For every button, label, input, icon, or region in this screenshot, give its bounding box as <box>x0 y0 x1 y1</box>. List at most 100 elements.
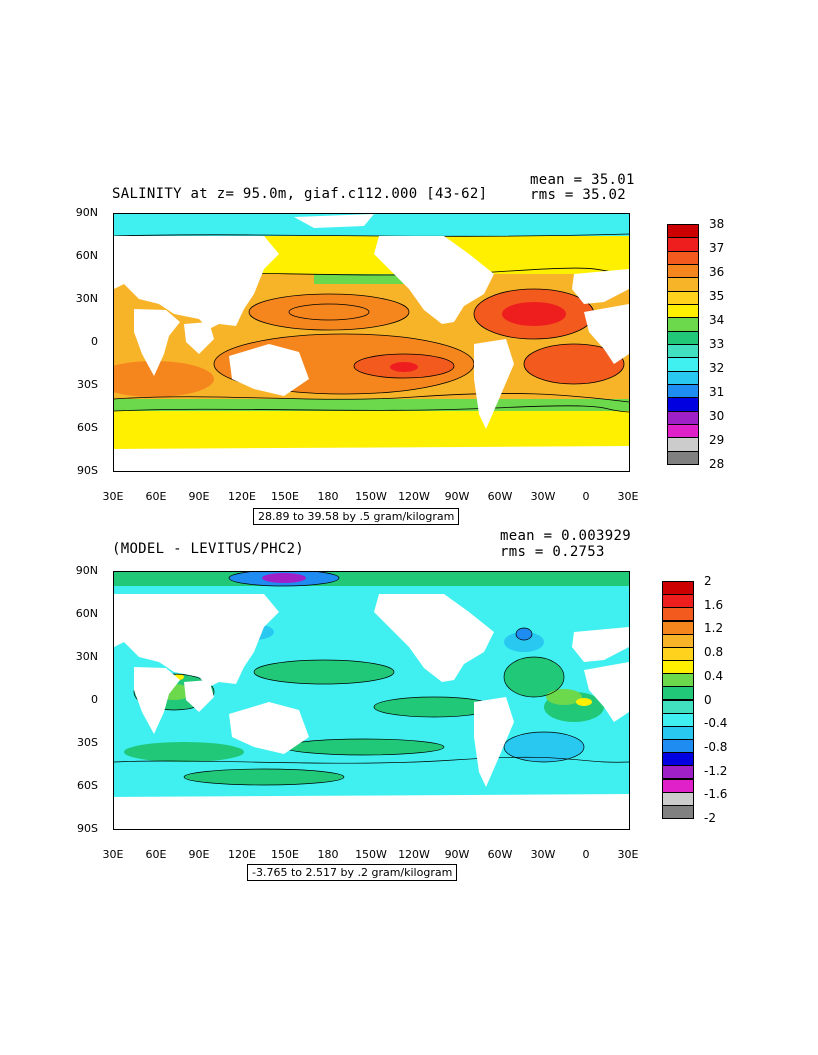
arctic-band <box>114 214 629 236</box>
x-tick-label: 120W <box>398 490 430 503</box>
colorbar-label: 32 <box>709 361 725 375</box>
africa-east <box>134 309 180 376</box>
colorbar-label: 38 <box>709 217 725 231</box>
salinity-map-graphic <box>114 214 629 471</box>
eurasia <box>114 594 279 687</box>
y-tick-label: 30S <box>77 736 98 749</box>
x-tick-label: 90E <box>188 490 210 503</box>
x-tick-label: 60W <box>487 490 513 503</box>
colorbar-swatch <box>667 290 699 305</box>
x-tick-label: 90W <box>444 848 470 861</box>
difference-map-graphic <box>114 572 629 829</box>
colorbar-swatch <box>667 237 699 252</box>
colorbar-swatch <box>662 791 694 806</box>
india <box>184 680 214 712</box>
colorbar-swatch <box>667 344 699 359</box>
colorbar-swatch <box>667 437 699 452</box>
north-pacific-gyre <box>249 294 409 330</box>
x-tick-label: 30W <box>530 848 556 861</box>
x-tick-label: 30E <box>617 490 639 503</box>
colorbar-swatch <box>667 357 699 372</box>
rms-stat: rms = 35.02 <box>530 187 627 203</box>
rms-stat: rms = 0.2753 <box>500 544 605 560</box>
colorbar-label: 35 <box>709 289 725 303</box>
colorbar-swatch <box>662 686 694 701</box>
colorbar-swatch <box>667 450 699 465</box>
x-tick-label: 30E <box>617 848 639 861</box>
x-tick-label: 30E <box>102 490 124 503</box>
colorbar-swatch <box>662 752 694 767</box>
north-pacific-fresh <box>314 274 434 284</box>
arctic-ice <box>294 214 374 228</box>
colorbar-swatch <box>667 330 699 345</box>
x-tick-label: 150W <box>355 490 387 503</box>
x-tick-label: 30W <box>530 490 556 503</box>
x-tick-label: 180 <box>317 490 339 503</box>
colorbar-label: 31 <box>709 385 725 399</box>
y-tick-label: 60S <box>77 779 98 792</box>
colorbar-label: 0 <box>704 692 712 707</box>
colorbar-swatch <box>667 410 699 425</box>
land-masses <box>114 594 629 829</box>
x-tick-label: 120E <box>228 490 256 503</box>
south-america <box>474 697 514 787</box>
colorbar-swatch <box>667 250 699 265</box>
colorbar-swatch <box>667 277 699 292</box>
colorbar-swatch <box>662 620 694 635</box>
africa-west <box>584 304 629 364</box>
colorbar-label: 36 <box>709 265 725 279</box>
x-tick-label: 90E <box>188 848 210 861</box>
x-tick-label: 60W <box>487 848 513 861</box>
indian-ocean-band <box>114 361 214 397</box>
x-tick-label: 60E <box>145 490 167 503</box>
colorbar-label: 1.6 <box>704 597 724 612</box>
colorbar-label: -0.8 <box>704 739 728 754</box>
south-pacific-max <box>390 362 418 372</box>
australia <box>229 344 309 396</box>
colorbar-swatch <box>662 646 694 661</box>
colorbar: 38 37 36 35 34 33 32 31 30 29 28 <box>667 217 747 471</box>
difference-map <box>113 571 630 830</box>
colorbar-label: -1.2 <box>704 763 728 778</box>
antarctica <box>114 794 629 829</box>
y-tick-label: 90N <box>75 564 98 577</box>
colorbar-swatch <box>667 224 699 239</box>
colorbar: 2 1.6 1.2 0.8 0.4 0 -0.4 -0.8 -1.2 -1.6 -2 <box>662 574 742 825</box>
y-tick-label: 60N <box>75 249 98 262</box>
africa-west <box>584 662 629 722</box>
colorbar-swatch <box>662 699 694 714</box>
x-tick-label: 0 <box>582 490 590 503</box>
colorbar-swatch <box>667 304 699 319</box>
south-atlantic-gyre <box>524 344 624 384</box>
colorbar-label: 33 <box>709 337 725 351</box>
contour-range-label: 28.89 to 39.58 by .5 gram/kilogram <box>253 508 460 525</box>
colorbar-swatch <box>662 725 694 740</box>
europe <box>572 269 629 304</box>
north-america <box>374 236 494 324</box>
north-atlantic-max <box>502 302 566 326</box>
y-tick-label: 30S <box>77 378 98 391</box>
colorbar-label: 0.8 <box>704 645 724 660</box>
x-tick-label: 30E <box>102 848 124 861</box>
colorbar-label: -1.6 <box>704 787 728 802</box>
y-tick-label: 30N <box>75 292 98 305</box>
colorbar-label: 34 <box>709 313 725 327</box>
north-america <box>374 594 494 682</box>
colorbar-swatch <box>662 581 694 596</box>
colorbar-swatch <box>662 804 694 819</box>
salinity-map <box>113 213 630 472</box>
y-tick-label: 90S <box>77 464 98 477</box>
x-tick-label: 150E <box>271 490 299 503</box>
colorbar-swatch <box>662 712 694 727</box>
colorbar-label: 1.2 <box>704 621 724 636</box>
x-tick-label: 120W <box>398 848 430 861</box>
y-tick-label: 90S <box>77 822 98 835</box>
x-tick-label: 90W <box>444 490 470 503</box>
colorbar-swatch <box>662 739 694 754</box>
colorbar-label: 30 <box>709 409 725 423</box>
europe <box>572 627 629 662</box>
panel-title: (MODEL - LEVITUS/PHC2) <box>112 541 305 557</box>
arctic-minimum <box>262 573 306 583</box>
x-tick-label: 0 <box>582 848 590 861</box>
contour-range-label: -3.765 to 2.517 by .2 gram/kilogram <box>247 864 458 881</box>
